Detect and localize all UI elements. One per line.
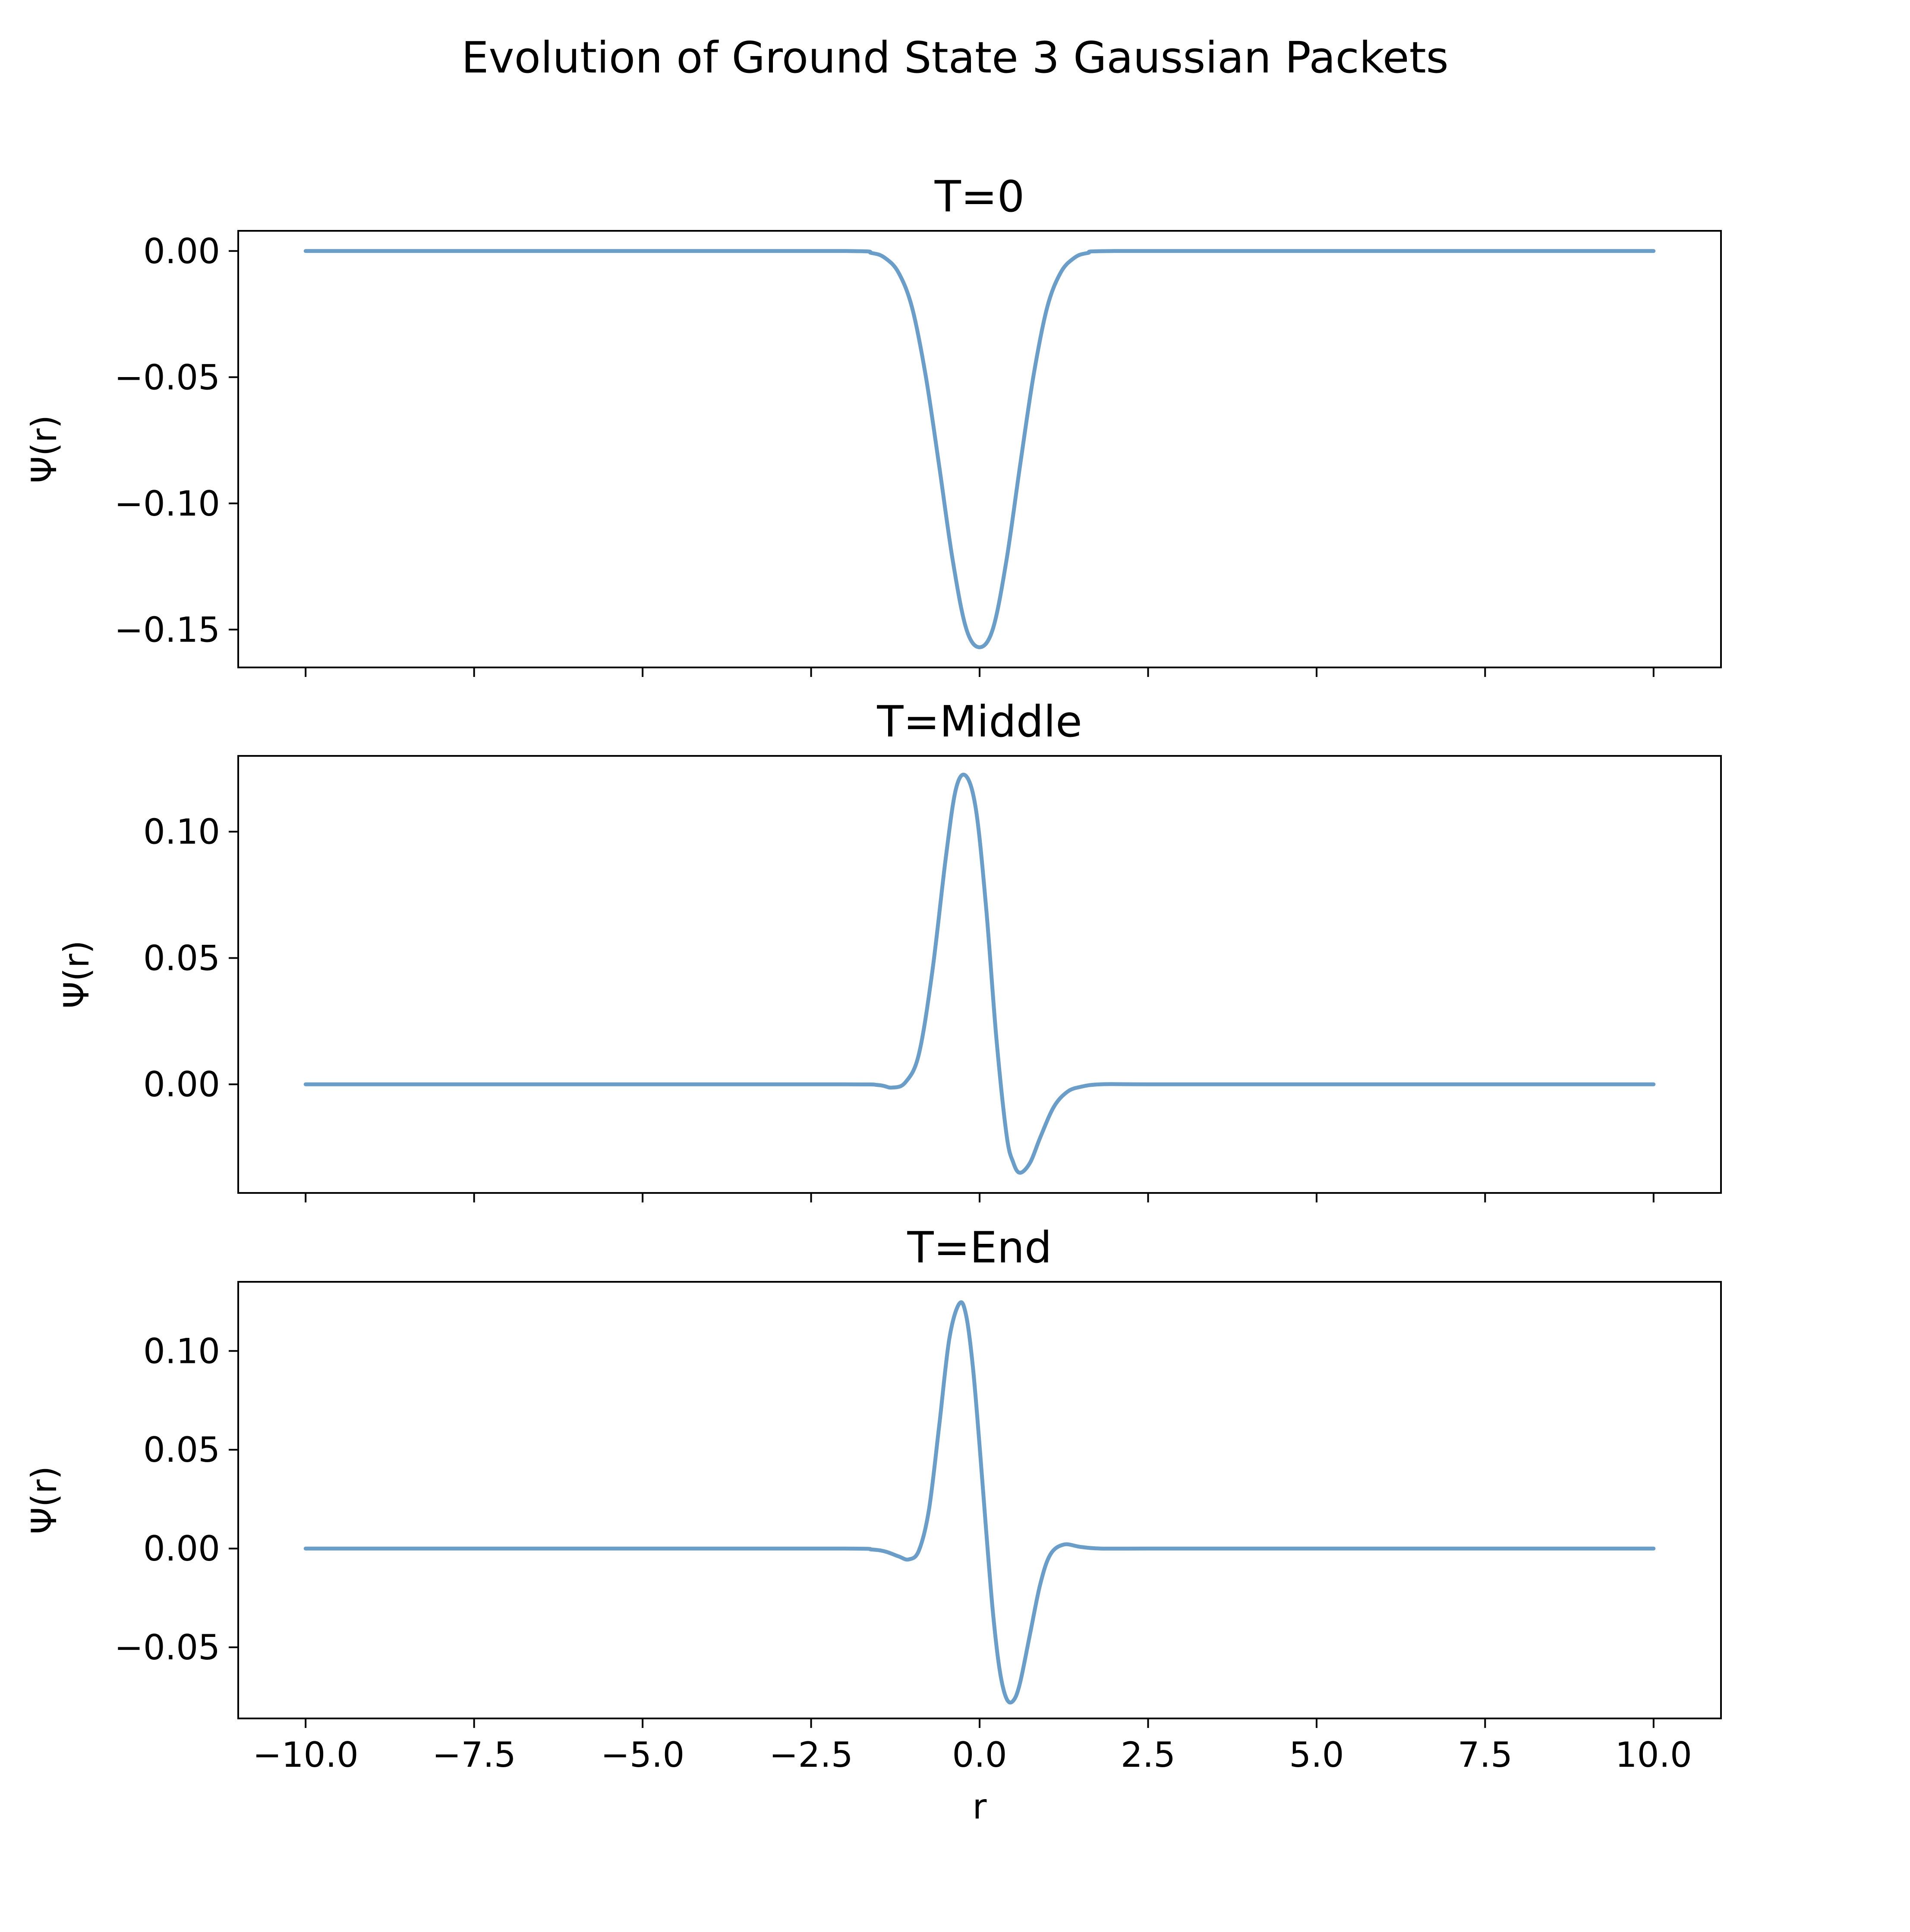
series-line-3	[303, 1300, 1656, 1705]
y-tick-label-3-2: 0.05	[143, 1430, 220, 1470]
y-tick-label-1-2: −0.05	[114, 357, 220, 397]
subplot-2: T=Middle 0.10 0.05 0.00 Ψ(r)	[57, 696, 1722, 1202]
y-tick-label-2-3: 0.00	[143, 1064, 220, 1104]
y-axis-label-2: Ψ(r)	[57, 940, 97, 1008]
y-tick-label-1-4: −0.15	[114, 610, 220, 650]
series-line-1	[303, 249, 1656, 649]
subplot-1: T=0 0.00 −0.05 −0.10 −0.15 Ψ(r)	[24, 171, 1722, 677]
y-tick-label-3-1: 0.10	[143, 1331, 220, 1371]
subplot-3-title: T=End	[907, 1222, 1052, 1273]
y-axis-label-3: Ψ(r)	[24, 1466, 64, 1534]
x-tick-label-3: −5.0	[601, 1735, 684, 1775]
figure-title: Evolution of Ground State 3 Gaussian Pac…	[461, 32, 1449, 83]
subplots-container: T=0 0.00 −0.05 −0.10 −0.15 Ψ(r) T=Middle 0.10 0.…	[24, 171, 1722, 1775]
y-tick-label-2-2: 0.05	[143, 938, 220, 978]
series-line-2	[303, 772, 1656, 1175]
x-tick-label-2: −7.5	[432, 1735, 516, 1775]
x-tick-label-7: 5.0	[1289, 1735, 1344, 1775]
y-tick-label-1-1: 0.00	[143, 231, 220, 271]
axes-frame-3	[237, 1281, 1722, 1719]
x-tick-label-8: 7.5	[1458, 1735, 1513, 1775]
x-tick-label-6: 2.5	[1121, 1735, 1176, 1775]
x-axis-label: r	[973, 1787, 987, 1827]
subplot-2-title: T=Middle	[876, 696, 1082, 747]
y-axis-label-1: Ψ(r)	[24, 415, 64, 483]
axes-frame-1	[237, 230, 1722, 668]
subplot-1-title: T=0	[934, 171, 1025, 222]
axes-frame-2	[237, 755, 1722, 1194]
x-tick-label-1: −10.0	[253, 1735, 359, 1775]
y-tick-label-3-4: −0.05	[114, 1627, 220, 1668]
y-tick-label-1-3: −0.10	[114, 484, 220, 524]
x-tick-label-5: 0.0	[952, 1735, 1007, 1775]
y-tick-label-3-3: 0.00	[143, 1529, 220, 1569]
x-tick-label-4: −2.5	[769, 1735, 853, 1775]
y-tick-label-2-1: 0.10	[143, 812, 220, 852]
x-tick-label-9: 10.0	[1615, 1735, 1692, 1775]
subplot-3: T=End 0.10 0.05 0.00 −0.05 −10.0 −7.5 −5.0 −2.5 0…	[24, 1222, 1722, 1775]
